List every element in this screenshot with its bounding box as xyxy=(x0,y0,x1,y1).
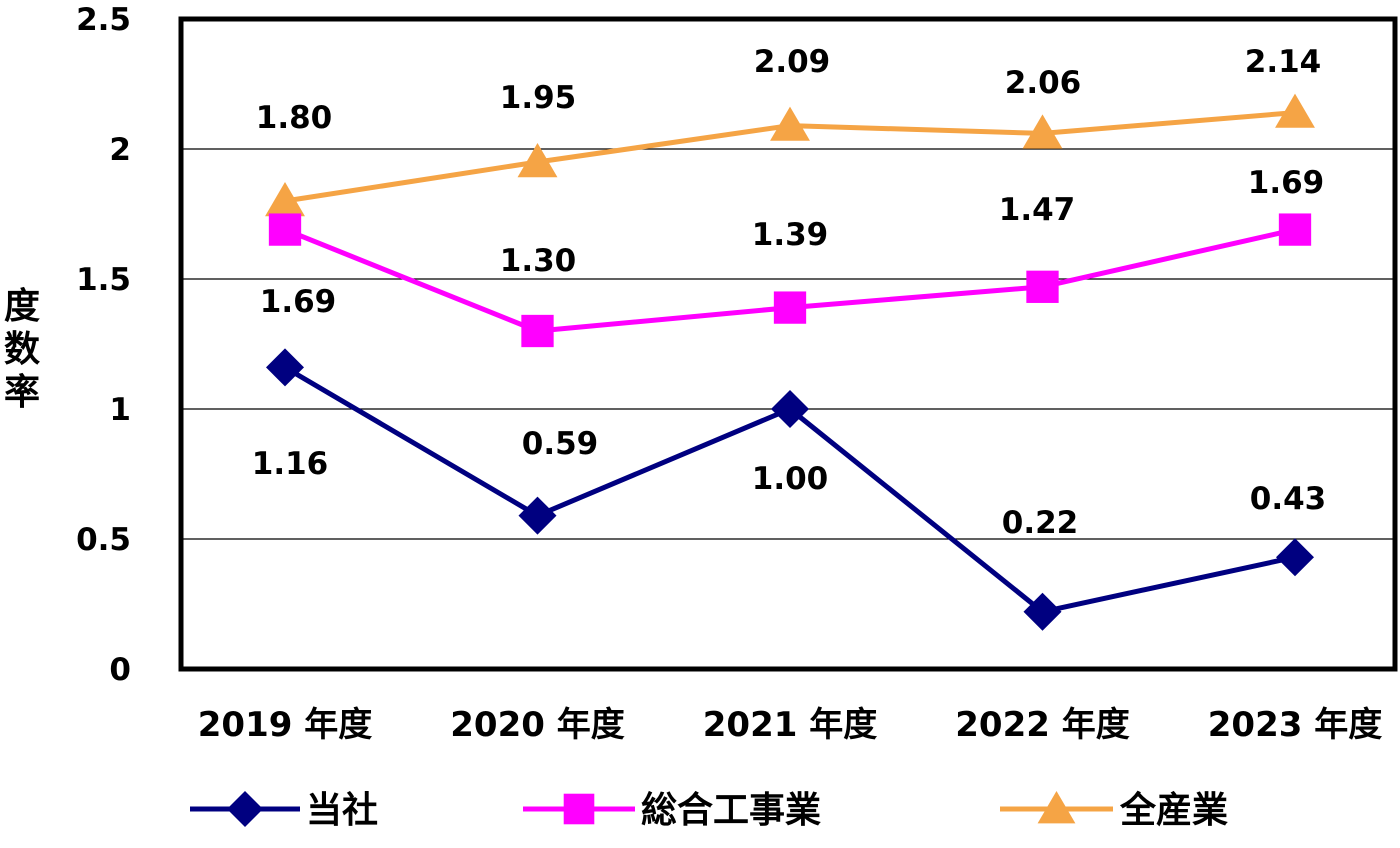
x-tick-label: 2020 年度 xyxy=(450,705,624,745)
data-point-triangle xyxy=(1022,114,1063,149)
series-0 xyxy=(266,348,1314,631)
x-tick-label: 2022 年度 xyxy=(955,705,1129,745)
legend: 当社 総合工事業 全産業 xyxy=(190,789,1228,831)
data-label: 2.09 xyxy=(754,44,831,80)
data-point-square xyxy=(1278,213,1312,246)
x-tick-label: 2023 年度 xyxy=(1208,705,1382,745)
data-label: 1.30 xyxy=(500,243,577,279)
data-label: 1.80 xyxy=(256,100,333,136)
data-point-square xyxy=(773,291,807,324)
y-axis-ticks: 0 0.5 1 1.5 2 2.5 xyxy=(76,2,131,688)
y-tick-label: 1 xyxy=(109,392,131,428)
legend-label: 総合工事業 xyxy=(641,790,821,831)
data-label: 1.39 xyxy=(752,217,829,253)
data-label: 0.22 xyxy=(1002,505,1079,541)
legend-label: 全産業 xyxy=(1119,789,1228,831)
y-axis-label: 度数率 xyxy=(4,286,40,413)
legend-item: 当社 xyxy=(190,790,378,831)
x-tick-label: 2019 年度 xyxy=(198,705,372,745)
data-point-square xyxy=(521,314,554,348)
data-label: 1.00 xyxy=(752,461,829,497)
data-label: 0.59 xyxy=(522,426,599,462)
data-point-diamond xyxy=(1023,592,1062,631)
data-label: 0.43 xyxy=(1250,481,1327,517)
x-axis-ticks: 2019 年度 2020 年度 2021 年度 2022 年度 2023 年度 xyxy=(198,705,1382,745)
legend-marker-triangle xyxy=(1037,791,1076,824)
series-1 xyxy=(268,213,1312,348)
data-point-diamond xyxy=(518,496,557,535)
plot-area-frame xyxy=(178,16,1398,672)
data-labels: 1.16 0.59 1.00 0.22 0.43 1.69 1.30 1.39 1.47 1.69… xyxy=(252,44,1327,541)
y-tick-label: 2 xyxy=(109,132,131,168)
data-point-square xyxy=(1026,270,1059,303)
series-layer xyxy=(265,93,1315,631)
data-label: 2.14 xyxy=(1245,44,1322,80)
legend-label: 当社 xyxy=(306,790,378,831)
data-point-diamond xyxy=(1276,538,1314,577)
data-point-triangle xyxy=(1275,93,1315,128)
data-label: 2.06 xyxy=(1005,65,1082,101)
y-tick-label: 2.5 xyxy=(76,2,131,38)
data-point-triangle xyxy=(770,106,810,141)
legend-item: 総合工事業 xyxy=(523,790,821,831)
gridlines xyxy=(181,148,1395,540)
data-point-diamond xyxy=(771,390,809,428)
y-tick-label: 0 xyxy=(109,652,131,688)
data-point-square xyxy=(268,213,302,246)
series-2 xyxy=(265,93,1315,217)
legend-marker-diamond xyxy=(227,791,263,827)
data-point-triangle xyxy=(517,143,558,178)
y-tick-label: 0.5 xyxy=(76,522,131,558)
data-label: 1.16 xyxy=(252,446,329,482)
data-label: 1.69 xyxy=(260,284,337,320)
data-label: 1.69 xyxy=(1248,165,1325,201)
data-point-diamond xyxy=(266,348,304,387)
y-tick-label: 1.5 xyxy=(76,262,131,298)
data-point-triangle xyxy=(265,182,305,217)
data-label: 1.47 xyxy=(999,192,1076,228)
legend-marker-square xyxy=(563,793,595,825)
data-label: 1.95 xyxy=(500,80,577,116)
x-tick-label: 2021 年度 xyxy=(703,705,877,745)
legend-item: 全産業 xyxy=(1000,789,1228,831)
